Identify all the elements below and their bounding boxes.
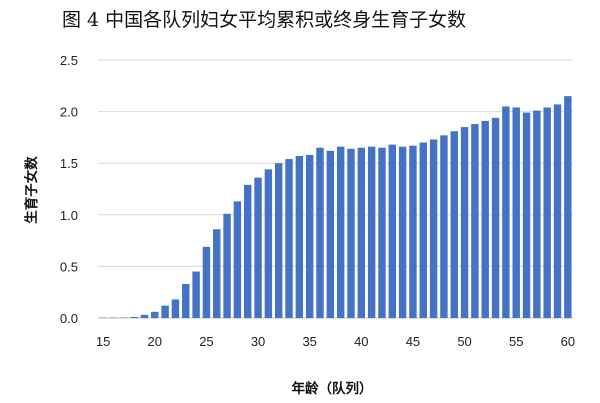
bar-age-25 (202, 246, 211, 318)
x-tick-label: 60 (561, 334, 575, 349)
chart-title: 图 4 中国各队列妇女平均累积或终身生育子女数 (62, 9, 466, 31)
x-tick-label: 50 (457, 334, 471, 349)
bar-age-49 (450, 131, 458, 318)
bar-age-41 (367, 146, 376, 318)
y-tick-labels: 0.0 0.5 1.0 1.5 2.0 2.5 (60, 53, 78, 326)
y-tick-label: 1.0 (60, 208, 78, 223)
x-tick-labels: 15 20 25 30 35 40 45 50 55 60 (96, 334, 575, 349)
bar-age-40 (357, 147, 366, 318)
bar-age-53 (491, 117, 500, 318)
x-tick-label: 55 (509, 334, 523, 349)
bars (99, 96, 572, 319)
x-tick-label: 20 (148, 334, 162, 349)
bar-age-30 (254, 177, 262, 318)
bar-age-50 (460, 127, 469, 318)
bar-age-23 (182, 283, 190, 318)
y-tick-label: 2.0 (60, 105, 78, 120)
bar-age-27 (223, 213, 231, 318)
bar-age-47 (429, 139, 438, 318)
bar-age-22 (171, 299, 180, 318)
bar-age-56 (522, 112, 531, 318)
bar-age-33 (285, 159, 293, 318)
bar-age-55 (512, 107, 520, 318)
bar-age-36 (316, 147, 324, 318)
bar-age-19 (140, 314, 149, 318)
bar-age-42 (378, 147, 386, 318)
bar-age-35 (305, 154, 314, 318)
bar-age-28 (233, 201, 242, 318)
x-tick-label: 35 (302, 334, 316, 349)
bar-age-44 (398, 146, 407, 318)
bar-age-34 (295, 155, 304, 318)
bar-age-31 (264, 169, 273, 318)
bar-age-48 (440, 135, 448, 318)
bar-age-51 (471, 123, 479, 318)
x-tick-label: 45 (406, 334, 420, 349)
bar-age-59 (553, 104, 562, 318)
bar-age-20 (151, 311, 159, 318)
bar-age-18 (130, 316, 138, 318)
bar-age-24 (192, 271, 200, 318)
x-tick-label: 15 (96, 334, 110, 349)
bar-age-26 (213, 229, 221, 318)
x-tick-label: 30 (251, 334, 265, 349)
bar-age-54 (502, 106, 510, 318)
bar-age-45 (409, 145, 417, 318)
bar-age-46 (419, 142, 427, 318)
x-axis-label: 年龄（队列） (292, 380, 373, 397)
y-tick-label: 2.5 (60, 53, 78, 68)
bar-age-58 (543, 107, 551, 318)
y-tick-label: 1.5 (60, 156, 78, 171)
bar-age-32 (274, 163, 283, 318)
bar-age-21 (161, 305, 169, 318)
bar-age-52 (481, 120, 489, 318)
y-tick-label: 0.5 (60, 259, 78, 274)
bar-age-39 (347, 148, 355, 318)
y-axis-label: 生育子女数 (23, 156, 40, 224)
x-tick-label: 40 (354, 334, 368, 349)
bar-age-43 (388, 144, 397, 318)
bar-age-38 (336, 146, 345, 318)
bar-age-60 (564, 96, 572, 319)
bar-age-57 (533, 110, 541, 318)
x-tick-label: 25 (199, 334, 213, 349)
bar-age-37 (326, 150, 335, 318)
y-tick-label: 0.0 (60, 311, 78, 326)
gridlines (98, 59, 573, 319)
bar-age-29 (244, 184, 252, 318)
